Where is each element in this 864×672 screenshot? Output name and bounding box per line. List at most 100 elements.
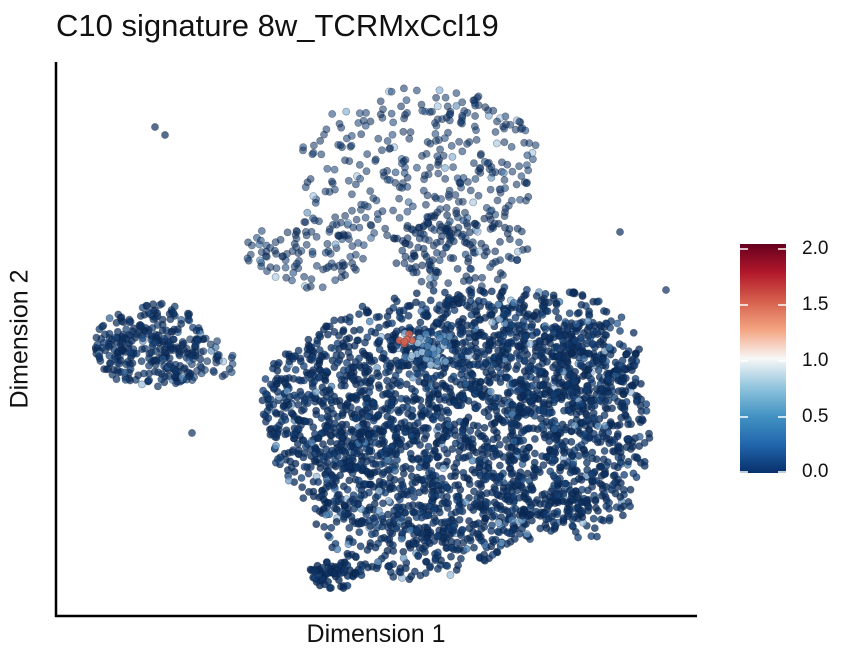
data-point [350, 263, 358, 272]
data-point [337, 123, 346, 132]
data-point [481, 514, 490, 523]
data-point [244, 238, 252, 247]
data-point [423, 454, 432, 463]
data-point [631, 374, 640, 383]
data-point [594, 297, 603, 306]
data-point [594, 506, 602, 515]
data-point [409, 540, 418, 548]
data-point [563, 498, 572, 507]
data-point [537, 348, 546, 357]
data-point [474, 296, 483, 305]
data-point [578, 291, 587, 299]
data-point [567, 349, 576, 358]
data-point [474, 533, 483, 542]
data-point [312, 261, 321, 270]
data-point [452, 89, 461, 97]
data-point [433, 532, 442, 540]
data-point [592, 328, 601, 336]
data-point [426, 296, 435, 305]
data-point [439, 464, 448, 473]
data-point [415, 544, 424, 552]
data-point [539, 405, 548, 414]
data-point [329, 481, 338, 489]
data-point [538, 310, 547, 319]
data-point [384, 389, 392, 398]
data-point [309, 141, 318, 150]
data-point [514, 247, 522, 256]
data-point [459, 468, 468, 477]
data-point [515, 385, 523, 394]
data-point [570, 421, 579, 430]
data-point [466, 534, 474, 542]
data-point [459, 216, 468, 225]
data-point [436, 145, 444, 154]
data-point [325, 386, 334, 394]
data-point [388, 450, 396, 459]
data-point [564, 509, 573, 518]
data-point [184, 311, 193, 320]
data-point [361, 363, 370, 372]
data-point [399, 554, 408, 562]
data-point [353, 500, 362, 509]
data-point [458, 98, 467, 107]
data-point [487, 521, 496, 530]
data-point [464, 347, 472, 356]
data-point [296, 416, 305, 425]
data-point [422, 149, 431, 158]
data-point [413, 455, 422, 464]
data-point [432, 371, 441, 380]
data-point [471, 175, 480, 183]
data-point [344, 219, 352, 227]
data-point [375, 323, 383, 332]
data-point [359, 419, 368, 428]
data-point [343, 437, 352, 446]
data-point [371, 328, 380, 337]
data-point [624, 457, 633, 466]
data-point [387, 109, 396, 118]
data-point [454, 223, 463, 232]
data-point [496, 237, 504, 246]
data-point [524, 443, 533, 452]
data-point [531, 449, 539, 458]
data-point [294, 249, 303, 257]
data-point [336, 471, 345, 480]
data-point [283, 249, 291, 258]
data-point [465, 517, 473, 525]
data-point [460, 421, 469, 430]
data-point [426, 163, 434, 172]
data-point [441, 174, 450, 183]
data-point [499, 310, 508, 319]
data-point [457, 401, 466, 410]
data-point [489, 106, 498, 115]
data-point [389, 118, 398, 127]
data-point [435, 86, 444, 95]
data-point [451, 481, 460, 490]
data-point [508, 409, 517, 418]
data-point [347, 425, 356, 434]
data-point [317, 414, 326, 422]
data-point [613, 365, 621, 374]
data-point [357, 200, 366, 209]
data-point [410, 392, 419, 401]
data-point [407, 431, 416, 440]
data-point [584, 349, 593, 358]
data-point [478, 273, 486, 282]
data-point [351, 180, 360, 189]
data-point [426, 274, 435, 283]
data-point [400, 337, 409, 346]
data-point [365, 446, 374, 455]
data-point [161, 131, 169, 139]
colorbar-tick-label: 0.5 [802, 406, 829, 427]
data-point [524, 363, 533, 372]
data-point [330, 165, 339, 174]
data-point [311, 567, 319, 576]
data-point [478, 391, 486, 399]
data-point [438, 474, 446, 483]
data-point [474, 191, 483, 200]
data-point [461, 338, 469, 346]
data-point [101, 330, 109, 339]
data-point [345, 235, 353, 243]
data-point [533, 425, 542, 433]
data-point [429, 279, 438, 288]
data-point [486, 185, 495, 194]
